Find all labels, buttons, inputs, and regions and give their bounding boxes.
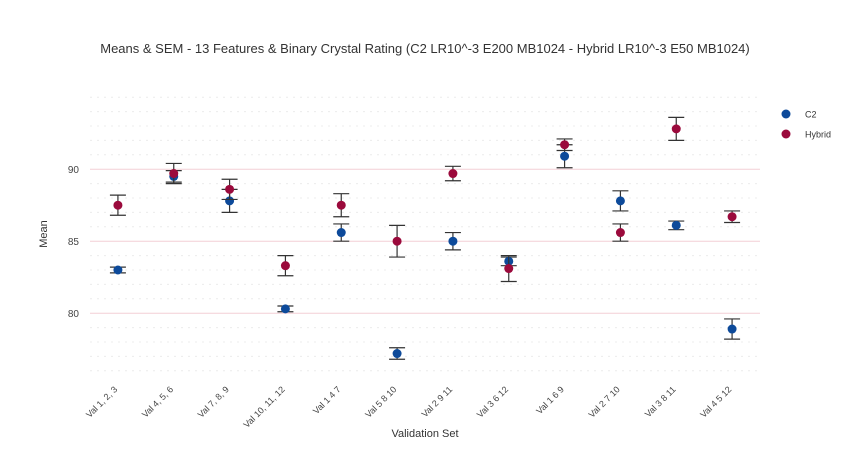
x-tick-label: Val 7, 8, 9	[196, 384, 231, 419]
y-tick-label: 80	[68, 309, 80, 320]
legend: C2 Hybrid	[781, 109, 831, 140]
data-point	[448, 169, 458, 179]
x-axis-ticks: Val 1, 2, 3 Val 4, 5, 6 Val 7, 8, 9 Val 10,…	[84, 384, 733, 429]
data-point	[671, 124, 681, 134]
data-point	[113, 200, 123, 210]
data-point	[671, 220, 681, 230]
legend-marker	[781, 109, 791, 119]
data-point	[225, 184, 235, 194]
data-point	[560, 140, 570, 150]
y-axis-ticks: 80 85 90	[68, 165, 80, 320]
data-point	[392, 236, 402, 246]
y-tick-label: 90	[68, 165, 80, 176]
data-point	[169, 169, 179, 179]
grid	[90, 96, 760, 372]
data-point	[113, 265, 123, 275]
y-axis-label: Mean	[38, 220, 50, 248]
data-point	[336, 200, 346, 210]
data-point	[727, 212, 737, 222]
data-point	[504, 264, 514, 274]
x-tick-label: Val 2 9 11	[420, 384, 455, 419]
x-tick-label: Val 1 6 9	[534, 384, 566, 416]
data-point	[336, 228, 346, 238]
x-tick-label: Val 2 7 10	[587, 384, 622, 419]
data-point	[280, 304, 290, 314]
data-point	[225, 196, 235, 206]
data-point	[727, 324, 737, 334]
y-tick-label: 85	[68, 237, 80, 248]
data-point	[615, 228, 625, 238]
data-point	[280, 261, 290, 271]
x-tick-label: Val 1, 2, 3	[84, 384, 119, 419]
plot-marks	[109, 116, 741, 360]
x-axis-label: Validation Set	[391, 428, 458, 440]
legend-marker	[781, 129, 791, 139]
data-point	[560, 151, 570, 161]
x-tick-label: Val 4, 5, 6	[140, 384, 175, 419]
data-point	[448, 236, 458, 246]
legend-label: C2	[805, 110, 817, 120]
x-tick-label: Val 3 8 11	[643, 384, 678, 419]
legend-label: Hybrid	[805, 130, 831, 140]
series-hybrid	[109, 116, 741, 283]
chart-title: Means & SEM - 13 Features & Binary Cryst…	[100, 41, 750, 56]
series-c2	[109, 144, 741, 360]
x-tick-label: Val 10, 11, 12	[241, 384, 286, 429]
x-tick-label: Val 3 6 12	[475, 384, 510, 419]
x-tick-label: Val 1 4 7	[311, 384, 343, 416]
data-point	[615, 196, 625, 206]
x-tick-label: Val 4 5 12	[698, 384, 733, 419]
data-point	[392, 349, 402, 359]
x-tick-label: Val 5 8 10	[363, 384, 398, 419]
